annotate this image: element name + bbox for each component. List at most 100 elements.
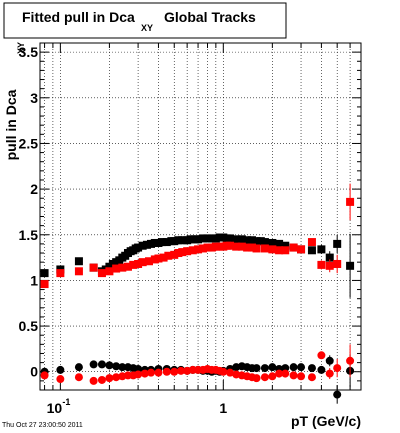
data-point [159, 253, 168, 262]
data-point [162, 367, 171, 376]
data-point [134, 370, 143, 379]
data-point [307, 246, 316, 255]
data-point [157, 238, 166, 247]
data-point [176, 366, 185, 375]
data-point [164, 251, 173, 260]
data-point [138, 241, 147, 250]
data-point [275, 239, 284, 248]
tick-labels: 0 0.5 1 1.5 2 2.5 3 3.5 10 -1 1 [19, 44, 228, 416]
data-point [105, 374, 114, 383]
data-point [252, 244, 261, 253]
data-point [275, 246, 284, 255]
data-point [162, 238, 171, 247]
data-point [252, 364, 261, 373]
data-point [40, 280, 49, 289]
chart-title-tail: Global Tracks [164, 9, 256, 25]
data-point [268, 363, 277, 372]
data-point [194, 245, 203, 254]
data-point [97, 375, 106, 384]
y-tick-label: 3.5 [19, 44, 39, 60]
data-point [289, 371, 298, 380]
grid-lines [40, 43, 361, 390]
data-point [105, 267, 114, 276]
x-tick-label-exponent: -1 [62, 397, 70, 407]
data-point [74, 363, 83, 372]
y-tick-label: 2 [30, 181, 38, 197]
y-axis-label-subscript: XY [16, 42, 26, 54]
data-point [138, 258, 147, 267]
data-point [260, 373, 269, 382]
data-point [97, 269, 106, 278]
data-point [186, 235, 195, 244]
data-point [333, 239, 342, 248]
data-point [89, 376, 98, 385]
plot-frame [39, 42, 362, 391]
data-point [56, 269, 65, 278]
chart-title-subscript: XY [141, 23, 153, 33]
data-point [134, 243, 143, 252]
data-point [154, 254, 163, 263]
data-point [346, 197, 355, 206]
data-point [268, 372, 277, 381]
data-point [123, 262, 132, 271]
data-point [56, 375, 65, 384]
x-axis-label: pT (GeV/c) [291, 413, 361, 429]
data-point [307, 364, 316, 373]
y-tick-label: 1.5 [19, 227, 39, 243]
data-point [140, 369, 149, 378]
data-point [281, 369, 290, 378]
data-point [297, 363, 306, 372]
data-point [170, 237, 179, 246]
data-point [333, 259, 342, 268]
data-point [325, 369, 334, 378]
data-point [134, 364, 143, 373]
data-point [198, 244, 207, 253]
data-point [194, 235, 203, 244]
data-point [134, 259, 143, 268]
data-point [112, 264, 121, 273]
chart-title: Fitted pull in Dca [22, 9, 135, 25]
data-point [219, 367, 228, 376]
data-point [40, 269, 49, 278]
y-axis-label-group: pull in Dca [3, 89, 19, 160]
y-tick-label: 0 [30, 364, 38, 380]
data-point [243, 236, 252, 245]
y-tick-label: 0.5 [19, 318, 39, 334]
data-point [145, 257, 154, 266]
data-point [207, 234, 216, 243]
data-points [40, 183, 355, 404]
data-point [118, 263, 127, 272]
data-point [307, 373, 316, 382]
data-point [118, 363, 127, 372]
data-point [142, 240, 151, 249]
data-point [178, 248, 187, 257]
data-point [268, 238, 277, 247]
data-point [226, 241, 235, 250]
data-point [129, 260, 138, 269]
data-point [317, 365, 326, 374]
data-point [297, 245, 306, 254]
data-point [252, 374, 261, 383]
data-point [170, 367, 179, 376]
y-tick-label: 3 [30, 90, 38, 106]
data-point [105, 361, 114, 370]
data-point [232, 242, 241, 251]
data-point [203, 234, 212, 243]
x-tick-label: 10 [47, 400, 63, 416]
data-point [170, 250, 179, 259]
data-point [260, 244, 269, 253]
data-point [203, 243, 212, 252]
data-point [333, 390, 342, 399]
data-point [207, 243, 216, 252]
data-point [325, 253, 334, 262]
data-point [178, 236, 187, 245]
data-point [307, 238, 316, 247]
y-axis-label: pull in Dca [3, 89, 19, 160]
data-point [74, 373, 83, 382]
data-point [112, 362, 121, 371]
data-point [232, 235, 241, 244]
data-point [247, 243, 256, 252]
data-point [333, 364, 342, 373]
data-point [275, 369, 284, 378]
